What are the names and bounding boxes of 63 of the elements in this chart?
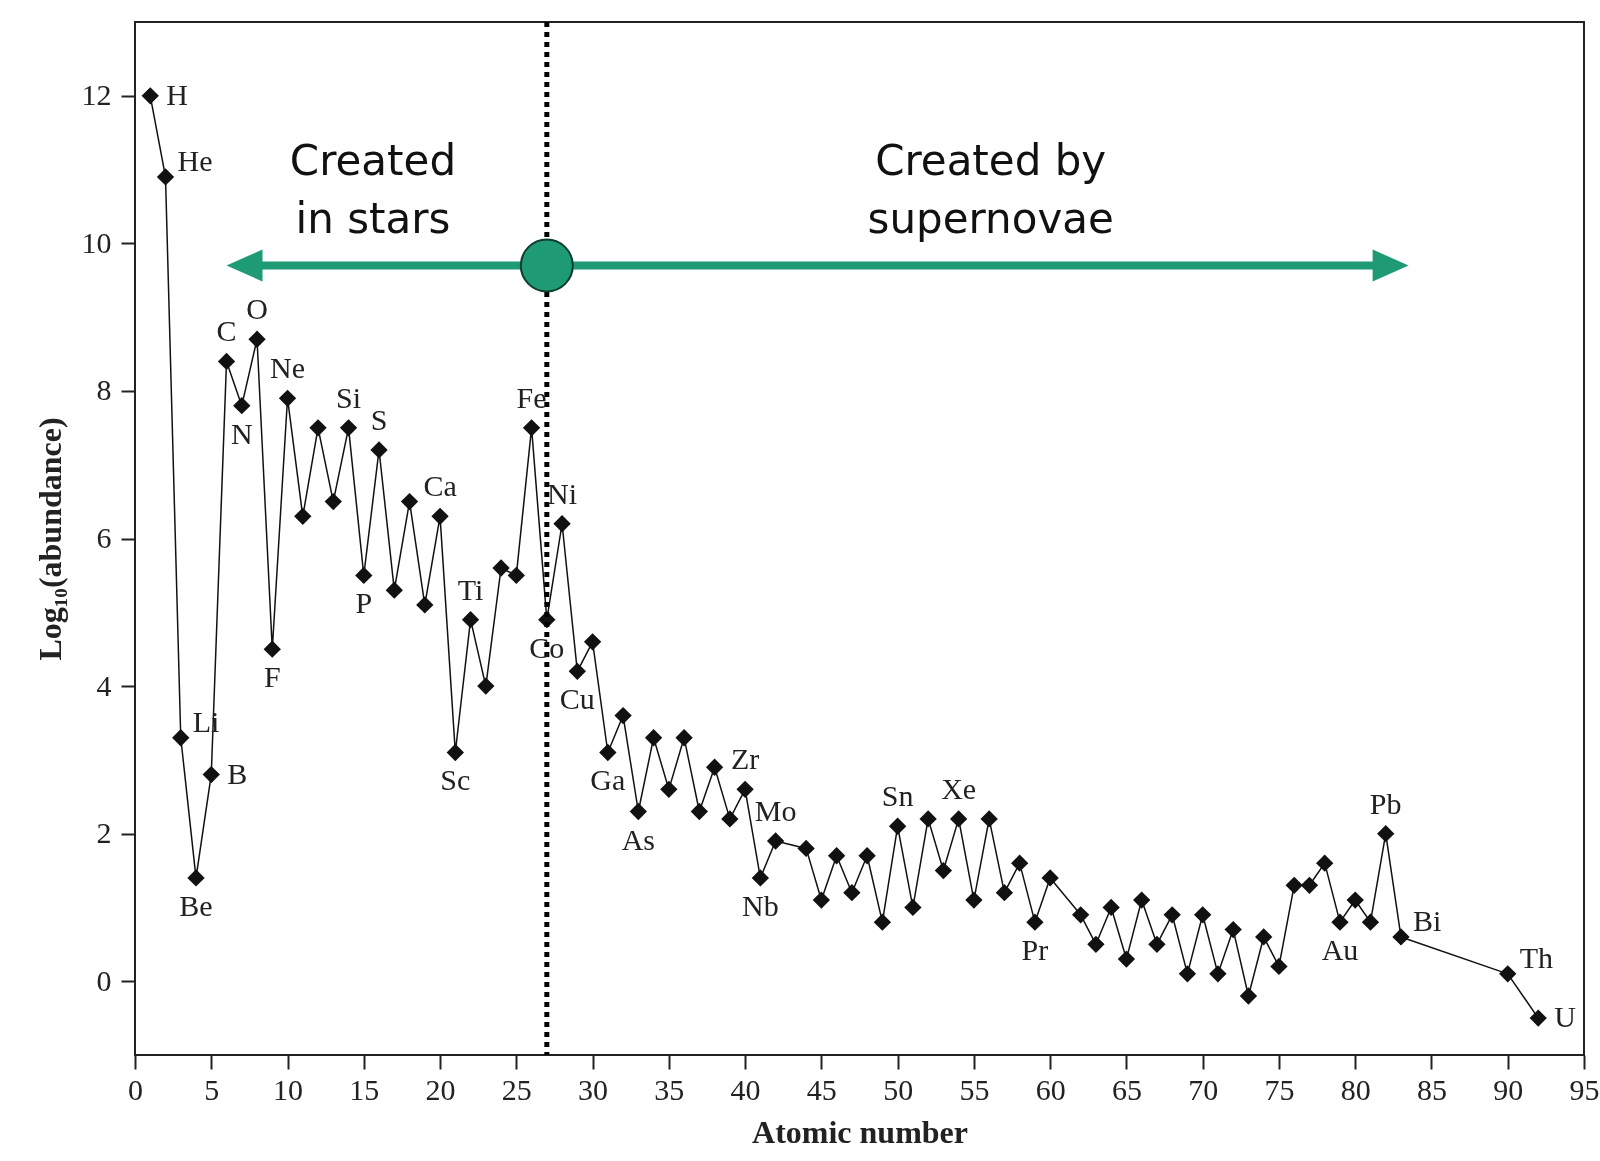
annotation: As	[621, 822, 656, 856]
x-axis-title: Atomic number	[752, 1113, 968, 1150]
annotation: Cu	[559, 682, 595, 716]
x-tick-label: 75	[1264, 1072, 1295, 1106]
annotation: Th	[1519, 940, 1554, 974]
annotation: He	[177, 143, 213, 177]
x-tick-label: 5	[204, 1072, 220, 1106]
y-tick-label: 4	[96, 668, 112, 702]
x-tick-label: 20	[425, 1072, 456, 1106]
annotation: U	[1554, 1000, 1577, 1034]
annotation: Sn	[881, 779, 914, 813]
x-tick-label: 45	[806, 1072, 837, 1106]
annotation: Xe	[941, 771, 977, 805]
annotation: Created in stars	[289, 136, 457, 244]
x-tick-label: 15	[349, 1072, 380, 1106]
annotation: Pr	[1021, 933, 1049, 967]
annotation: P	[355, 586, 373, 620]
x-tick-label: 65	[1111, 1072, 1142, 1106]
annotation: Bi	[1412, 903, 1442, 937]
y-axis-title: Log₁₀(abundance)	[31, 417, 68, 661]
annotation: Fe	[516, 380, 547, 414]
y-tick-label: 0	[96, 963, 112, 997]
annotation: Pb	[1369, 786, 1402, 820]
annotation: Si	[336, 380, 362, 414]
annotation: Nb	[742, 888, 779, 922]
x-tick-label: 55	[959, 1072, 990, 1106]
x-tick-label: 40	[730, 1072, 761, 1106]
x-tick-label: 35	[654, 1072, 685, 1106]
annotation: Created by supernovae	[867, 136, 1114, 244]
annotation: Zr	[730, 742, 760, 776]
x-tick-label: 70	[1188, 1072, 1219, 1106]
annotation: H	[166, 77, 188, 111]
annotation: Co	[529, 630, 565, 664]
x-tick-label: 80	[1340, 1072, 1371, 1106]
x-tick-label: 25	[501, 1072, 532, 1106]
annotation: Au	[1321, 933, 1359, 967]
x-tick-label: 0	[128, 1072, 143, 1106]
annotation: Be	[179, 888, 213, 922]
x-tick-label: 90	[1493, 1072, 1524, 1106]
x-tick-label: 30	[578, 1072, 609, 1106]
y-tick-label: 8	[96, 373, 112, 407]
annotation: Ne	[270, 351, 306, 385]
y-tick-label: 2	[96, 816, 112, 850]
x-tick-label: 60	[1035, 1072, 1066, 1106]
annotation: Mo	[754, 794, 797, 828]
y-tick-label: 6	[96, 521, 112, 554]
x-tick-label: 95	[1569, 1072, 1600, 1106]
y-tick-label: 12	[81, 78, 112, 112]
annotation: C	[216, 314, 237, 348]
annotation: S	[370, 402, 388, 436]
annotation: N	[230, 416, 253, 450]
annotation: Ga	[590, 763, 626, 797]
annotation: O	[246, 292, 268, 326]
x-tick-label: 10	[273, 1072, 304, 1106]
x-tick-label: 85	[1416, 1072, 1447, 1106]
annotation: Ni	[547, 476, 578, 510]
annotation: Sc	[440, 763, 471, 797]
annotation: Ti	[457, 572, 484, 606]
annotation: Ca	[423, 469, 457, 503]
annotation: B	[227, 756, 248, 790]
x-tick-label: 50	[883, 1072, 914, 1106]
y-tick-label: 10	[81, 225, 112, 259]
annotation: F	[263, 660, 281, 694]
